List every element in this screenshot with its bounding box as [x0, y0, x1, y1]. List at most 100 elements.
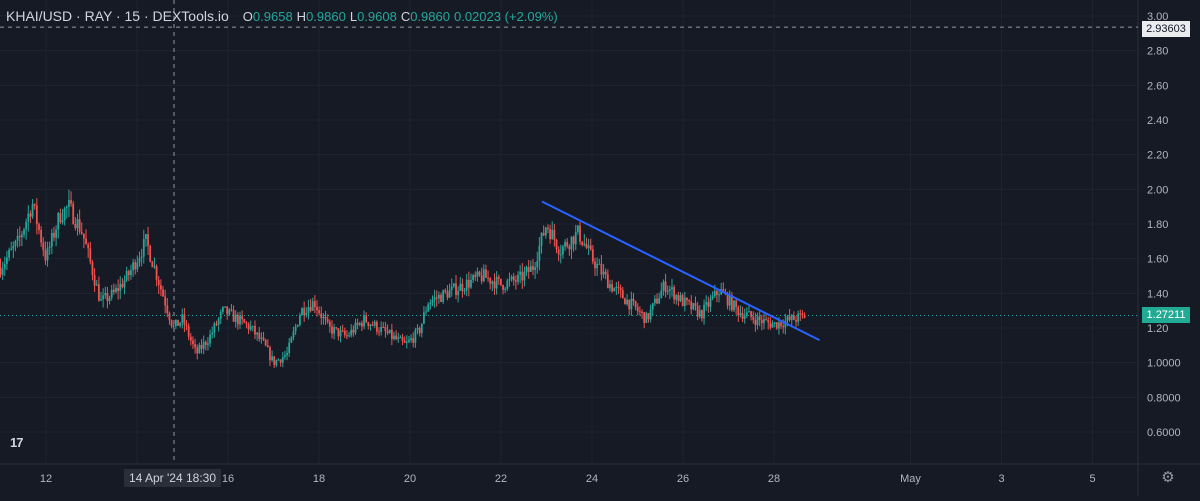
candle-body [487, 277, 489, 279]
candle-body [286, 352, 288, 356]
candle-body [643, 312, 646, 323]
candle-body [123, 280, 126, 288]
candle-body [63, 208, 66, 221]
candle-body [470, 279, 472, 288]
candle-body [450, 286, 453, 291]
candle-body [149, 245, 152, 262]
candle-body [14, 240, 17, 247]
candle-body [803, 314, 806, 319]
candle-body [688, 300, 690, 302]
high-value: 0.9860 [306, 9, 346, 24]
candle-body [85, 238, 87, 245]
candle-body [604, 271, 607, 275]
candle-body [437, 294, 440, 299]
candle-body [341, 330, 344, 332]
candle-body [269, 347, 271, 361]
candle-body [106, 292, 109, 302]
candle-body [74, 223, 77, 229]
candle-body [117, 288, 120, 292]
candle-body [320, 313, 323, 319]
candle-body [508, 279, 511, 281]
candle-body [485, 269, 487, 278]
tradingview-logo-icon[interactable]: 17 [10, 435, 23, 450]
candle-body [420, 323, 423, 334]
candle-body [536, 261, 539, 268]
candle-body [95, 284, 98, 286]
candle-body [209, 334, 211, 344]
low-label: L [349, 9, 358, 24]
candle-body [50, 232, 53, 247]
candle-body [771, 323, 774, 328]
candle-body [711, 296, 714, 299]
candle-body [213, 323, 216, 333]
candle-body [756, 316, 759, 326]
price-axis-label: 3.00 [1147, 11, 1168, 23]
candle-body [790, 315, 793, 320]
price-axis-label: 2.40 [1147, 115, 1168, 127]
candle-body [91, 261, 94, 276]
candle-body [754, 319, 757, 326]
candle-body [331, 326, 333, 334]
candle-body [354, 322, 357, 333]
candle-body [10, 248, 13, 251]
candle-body [307, 307, 310, 314]
candle-body [467, 279, 470, 288]
candle-body [138, 258, 141, 263]
candle-body [440, 294, 442, 302]
candle-body [170, 320, 173, 327]
candle-body [461, 283, 464, 292]
candle-body [100, 299, 102, 301]
candle-body [692, 303, 695, 310]
candle-body [375, 321, 378, 332]
candle-body [388, 329, 391, 334]
candle-body [568, 246, 571, 250]
candle-body [602, 271, 605, 275]
candle-body [350, 329, 353, 336]
candle-body [6, 257, 8, 264]
candle-body [339, 330, 342, 337]
candle-body [433, 297, 436, 300]
gear-icon[interactable]: ⚙ [1161, 469, 1175, 486]
candle-body [234, 314, 237, 322]
candle-body [758, 316, 761, 321]
open-value: 0.9658 [252, 9, 293, 24]
time-axis-label: 16 [222, 473, 234, 485]
candle-body [202, 341, 205, 349]
candle-body [743, 315, 746, 319]
candle-body [273, 356, 276, 366]
candle-body [80, 231, 83, 234]
candle-body [760, 320, 763, 324]
candle-body [656, 298, 658, 304]
candle-body [70, 199, 72, 204]
candle-body [134, 262, 137, 270]
candle-body [373, 321, 376, 326]
candle-body [38, 224, 40, 230]
candle-body [172, 325, 175, 327]
candle-body [495, 277, 498, 289]
candle-body [442, 290, 445, 302]
time-axis-label: May [900, 473, 921, 485]
candle-body [463, 290, 466, 292]
candle-body [174, 319, 177, 326]
candle-body [600, 263, 603, 275]
candle-body [733, 300, 735, 311]
candle-body [42, 242, 45, 251]
symbol-legend: KHAI/USD · RAY · 15 · DEXTools.io O 0.965… [6, 8, 558, 24]
candle-body [538, 245, 541, 262]
low-value: 0.9608 [357, 9, 397, 24]
candle-body [290, 337, 293, 343]
candle-body [187, 326, 190, 337]
symbol-title[interactable]: KHAI/USD · RAY · 15 · DEXTools.io [6, 8, 229, 24]
candle-body [258, 332, 261, 339]
candle-body [664, 281, 667, 292]
candle-body [200, 344, 203, 349]
candle-body [626, 299, 628, 305]
candle-body [435, 297, 438, 299]
candle-body [217, 318, 220, 325]
candle-body [591, 249, 594, 262]
candle-body [572, 236, 575, 245]
candle-body [566, 242, 569, 247]
candle-body [179, 322, 182, 326]
